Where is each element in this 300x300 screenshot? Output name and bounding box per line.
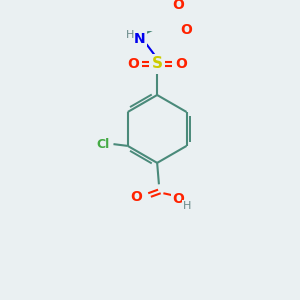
Text: H: H — [183, 201, 192, 211]
Text: N: N — [134, 32, 145, 46]
Text: Cl: Cl — [96, 138, 110, 151]
Text: O: O — [175, 57, 187, 71]
Text: O: O — [131, 190, 142, 204]
Text: H: H — [126, 30, 134, 40]
Text: O: O — [172, 0, 184, 12]
Text: S: S — [152, 56, 163, 71]
Text: O: O — [172, 192, 184, 206]
Text: O: O — [127, 57, 139, 71]
Text: O: O — [181, 23, 193, 37]
